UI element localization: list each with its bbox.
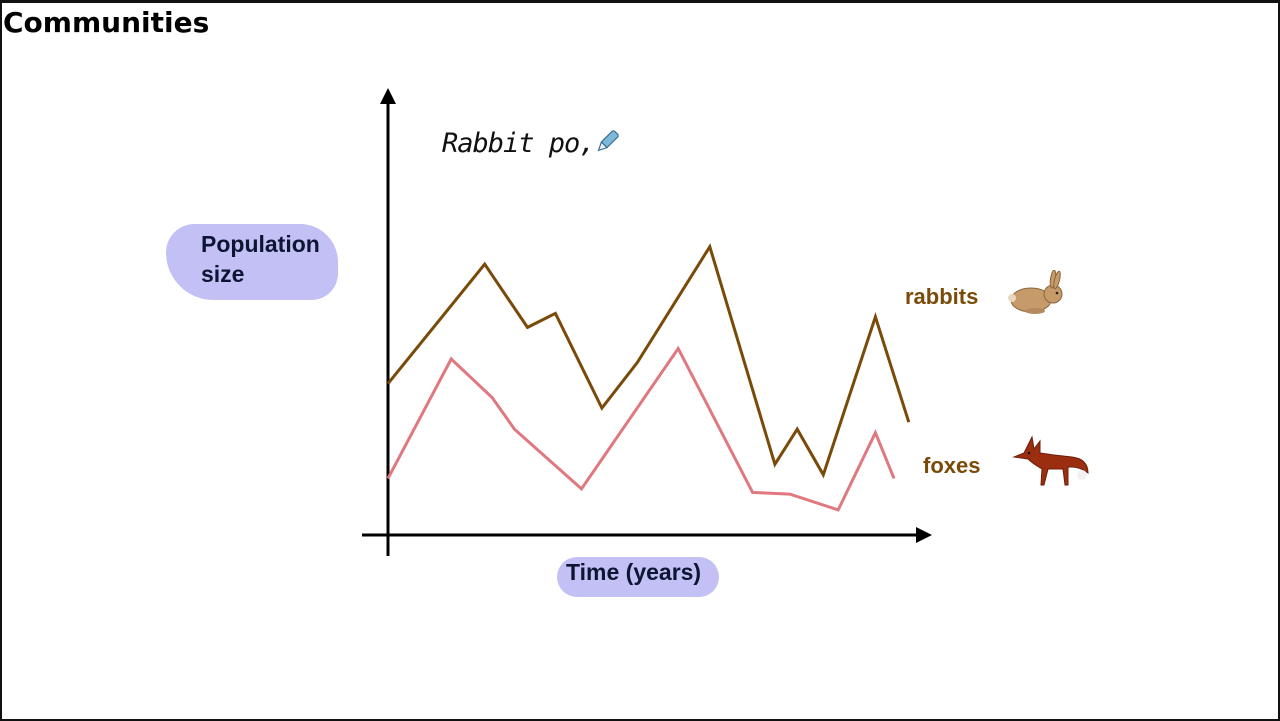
y-axis-label: Population size [201, 229, 341, 289]
handwritten-annotation: Rabbit po, [442, 128, 595, 159]
rabbits-series-line [388, 247, 909, 475]
x-axis-label: Time (years) [566, 559, 701, 586]
foxes-label: foxes [923, 453, 980, 479]
rabbit-icon [1005, 270, 1069, 316]
y-axis-arrowhead [380, 88, 396, 104]
pen-icon [593, 128, 621, 156]
fox-icon [1010, 433, 1090, 489]
x-axis-arrowhead [916, 527, 932, 543]
rabbits-label: rabbits [905, 284, 978, 310]
foxes-series-line [388, 349, 894, 510]
